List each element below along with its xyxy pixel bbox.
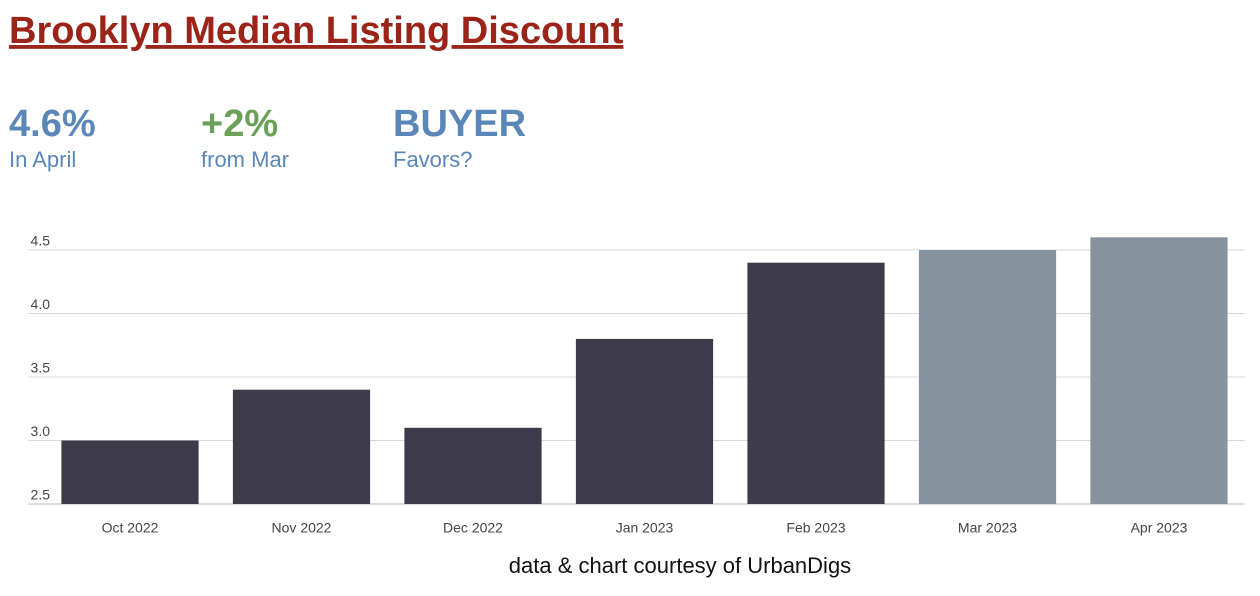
- x-tick-label: Oct 2022: [102, 520, 159, 536]
- x-tick-label: Mar 2023: [958, 520, 1017, 536]
- x-tick-label: Dec 2022: [443, 520, 503, 536]
- stat-value: 4.6%: [9, 103, 96, 145]
- stat-label: Favors?: [393, 147, 472, 172]
- x-tick-label: Jan 2023: [616, 520, 674, 536]
- stat-value: +2%: [201, 103, 278, 145]
- bar: [61, 440, 199, 504]
- y-tick-label: 3.0: [31, 423, 51, 439]
- bar: [747, 262, 885, 504]
- y-tick-label: 4.5: [31, 233, 51, 249]
- x-tick-label: Feb 2023: [786, 520, 845, 536]
- bar: [232, 389, 371, 504]
- title: Brooklyn Median Listing Discount: [9, 10, 624, 52]
- stat-value: BUYER: [393, 103, 526, 145]
- bar: [404, 427, 542, 504]
- stat-label: In April: [9, 147, 76, 172]
- bar: [918, 250, 1057, 504]
- x-tick-label: Nov 2022: [272, 520, 332, 536]
- y-tick-label: 4.0: [31, 296, 51, 312]
- stat-label: from Mar: [201, 147, 289, 172]
- x-tick-label: Apr 2023: [1131, 520, 1188, 536]
- bar: [575, 338, 714, 504]
- y-tick-label: 2.5: [31, 487, 51, 503]
- footer: data & chart courtesy of UrbanDigs: [509, 553, 851, 578]
- y-tick-label: 3.5: [31, 360, 51, 376]
- bar: [1090, 237, 1228, 505]
- chart: 2.5 3.0 3.5 4.0 4.5 Oct 2022 Nov 2022 Dec 2022 J…: [28, 233, 1245, 536]
